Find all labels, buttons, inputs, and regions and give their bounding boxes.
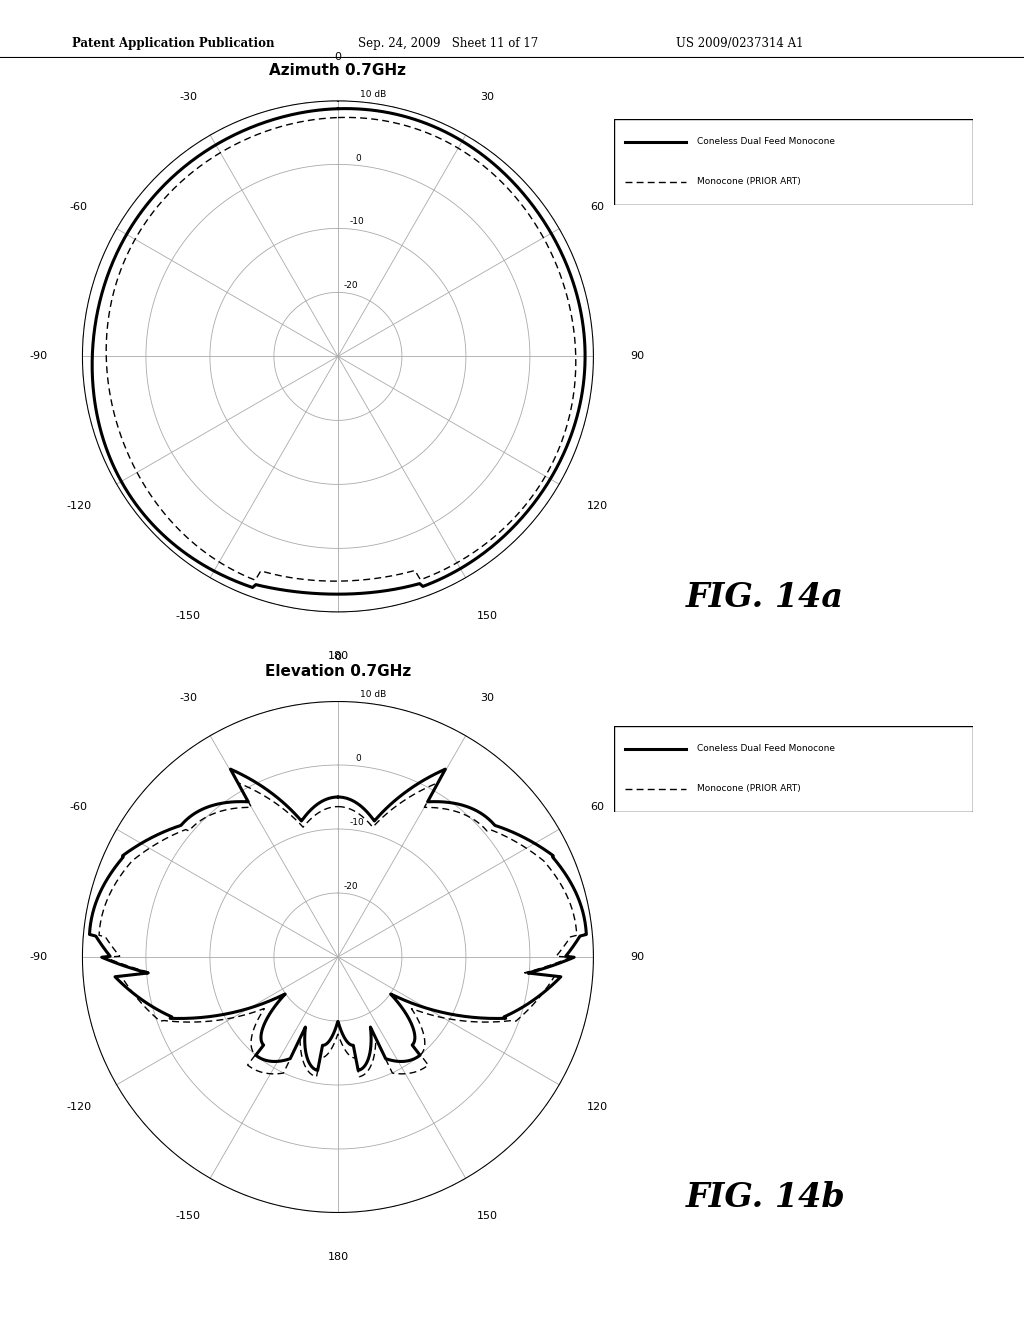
Text: -20: -20: [344, 281, 358, 290]
Text: -150: -150: [176, 1212, 201, 1221]
Text: -10: -10: [349, 818, 365, 826]
Text: -90: -90: [30, 952, 47, 962]
Text: 120: 120: [587, 502, 608, 511]
Text: 30: 30: [480, 92, 495, 102]
Text: 150: 150: [477, 1212, 499, 1221]
Text: Patent Application Publication: Patent Application Publication: [72, 37, 274, 50]
Text: Monocone (PRIOR ART): Monocone (PRIOR ART): [696, 177, 801, 186]
Text: 120: 120: [587, 1102, 608, 1111]
Text: -60: -60: [70, 202, 87, 211]
Text: US 2009/0237314 A1: US 2009/0237314 A1: [676, 37, 804, 50]
Text: Coneless Dual Feed Monocone: Coneless Dual Feed Monocone: [696, 137, 835, 147]
Text: 90: 90: [631, 351, 644, 362]
Text: 0: 0: [355, 754, 360, 763]
Text: 10 dB: 10 dB: [360, 90, 387, 99]
Text: Monocone (PRIOR ART): Monocone (PRIOR ART): [696, 784, 801, 793]
Text: 0: 0: [355, 153, 360, 162]
Text: 180: 180: [328, 651, 348, 661]
Text: 180: 180: [328, 1251, 348, 1262]
Text: -10: -10: [349, 218, 365, 226]
Text: -20: -20: [344, 882, 358, 891]
Text: 150: 150: [477, 611, 499, 620]
Title: Azimuth 0.7GHz: Azimuth 0.7GHz: [269, 63, 407, 78]
Text: 60: 60: [590, 803, 604, 812]
Text: -120: -120: [66, 502, 91, 511]
Text: 60: 60: [590, 202, 604, 211]
Text: FIG. 14b: FIG. 14b: [686, 1181, 846, 1214]
Text: 90: 90: [631, 952, 644, 962]
Text: -90: -90: [30, 351, 47, 362]
Text: Sep. 24, 2009   Sheet 11 of 17: Sep. 24, 2009 Sheet 11 of 17: [358, 37, 539, 50]
Text: -60: -60: [70, 803, 87, 812]
Text: 0: 0: [335, 652, 341, 663]
Text: -30: -30: [179, 92, 198, 102]
Text: Coneless Dual Feed Monocone: Coneless Dual Feed Monocone: [696, 744, 835, 754]
Text: 30: 30: [480, 693, 495, 702]
Text: FIG. 14a: FIG. 14a: [686, 581, 844, 614]
Text: 0: 0: [335, 51, 341, 62]
Text: -30: -30: [179, 693, 198, 702]
Text: 10 dB: 10 dB: [360, 690, 387, 700]
Text: -150: -150: [176, 611, 201, 620]
Text: -120: -120: [66, 1102, 91, 1111]
Title: Elevation 0.7GHz: Elevation 0.7GHz: [265, 664, 411, 678]
